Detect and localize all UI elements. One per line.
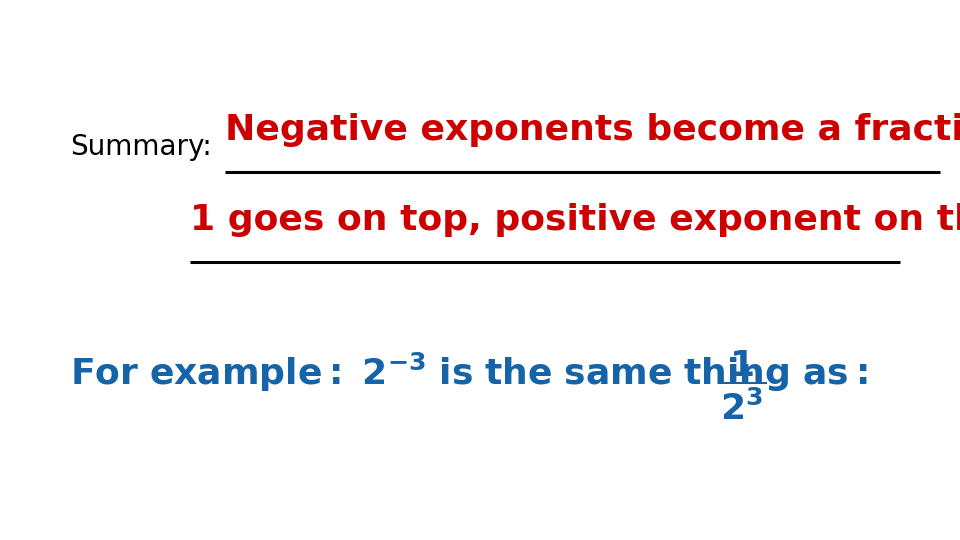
Text: $\mathbf{For\ example:\ 2^{-3}\ is\ the\ same\ thing\ as:}$: $\mathbf{For\ example:\ 2^{-3}\ is\ the\… (70, 351, 868, 394)
Text: Negative exponents become a fraction.: Negative exponents become a fraction. (225, 113, 960, 147)
Text: Summary:: Summary: (70, 133, 212, 161)
Text: $\mathbf{\dfrac{1}{2^3}}$: $\mathbf{\dfrac{1}{2^3}}$ (720, 348, 766, 422)
Text: 1 goes on top, positive exponent on the bottom.: 1 goes on top, positive exponent on the … (190, 203, 960, 237)
